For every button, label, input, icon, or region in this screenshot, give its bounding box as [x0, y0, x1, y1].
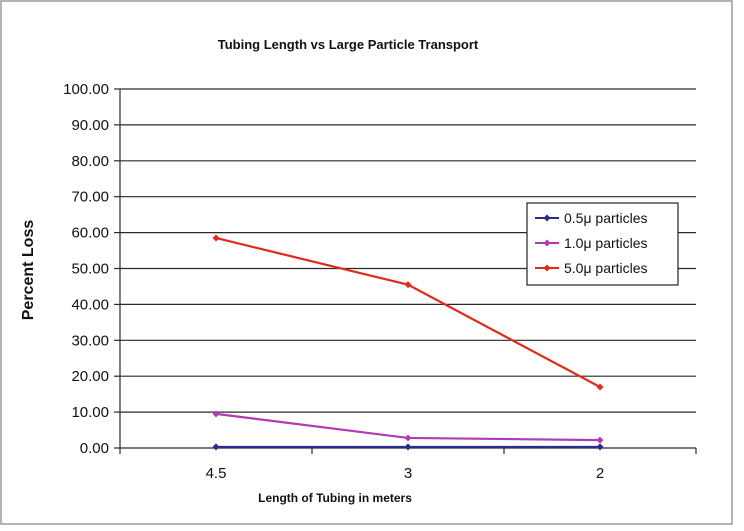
series-1-point-0	[212, 410, 220, 418]
y-tick-label-10: 100.00	[63, 81, 109, 98]
x-axis-label: Length of Tubing in meters	[258, 491, 412, 505]
y-tick-label-6: 60.00	[71, 225, 109, 242]
legend: 0.5μ particles 1.0μ particles 5.0μ particl…	[526, 202, 679, 286]
y-tick-label-1: 10.00	[71, 404, 109, 421]
series-2-point-0	[212, 234, 220, 242]
y-tick-labels: 0.00 10.00 20.00 30.00 40.00 50.00 60.00 70.00 8…	[63, 81, 109, 457]
y-tick-label-4: 40.00	[71, 296, 109, 313]
x-tick-labels: 4.5 3 2	[206, 465, 605, 482]
series-0-point-0	[212, 443, 220, 451]
x-tick-label-1: 3	[404, 465, 412, 482]
series-1-point-1	[404, 434, 412, 442]
series-0-point-1	[404, 443, 412, 451]
y-tick-label-9: 90.00	[71, 117, 109, 134]
series-2-point-1	[404, 281, 412, 289]
legend-label-1: 1.0μ particles	[564, 235, 648, 251]
x-tick-label-0: 4.5	[206, 465, 227, 482]
legend-label-2: 5.0μ particles	[564, 260, 648, 276]
legend-label-0: 0.5μ particles	[564, 210, 648, 226]
series-0-point-2	[596, 443, 604, 451]
y-tick-label-3: 30.00	[71, 332, 109, 349]
y-tick-label-0: 0.00	[80, 440, 109, 457]
series-lines	[212, 234, 604, 451]
series-1-point-2	[596, 436, 604, 444]
y-axis-label: Percent Loss	[20, 220, 37, 321]
series-2-point-2	[596, 383, 604, 391]
y-tick-label-2: 20.00	[71, 368, 109, 385]
legend-swatch-marker-1	[543, 239, 551, 247]
y-tick-label-8: 80.00	[71, 153, 109, 170]
chart-title: Tubing Length vs Large Particle Transpor…	[218, 37, 479, 52]
legend-swatch-marker-0	[543, 214, 551, 222]
legend-swatch-marker-2	[543, 264, 551, 272]
y-tick-label-7: 70.00	[71, 189, 109, 206]
x-tick-label-2: 2	[596, 465, 604, 482]
y-tick-label-5: 50.00	[71, 261, 109, 278]
